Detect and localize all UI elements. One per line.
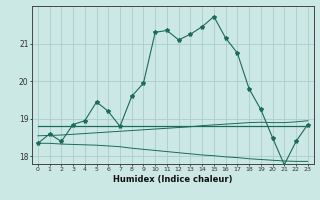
- X-axis label: Humidex (Indice chaleur): Humidex (Indice chaleur): [113, 175, 233, 184]
